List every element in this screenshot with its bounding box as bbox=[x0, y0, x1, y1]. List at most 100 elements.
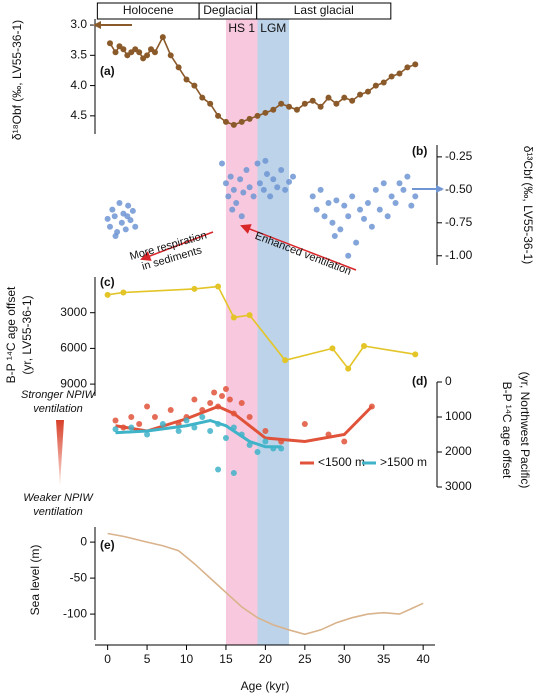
data-point bbox=[246, 414, 253, 420]
data-point bbox=[412, 193, 419, 200]
data-point bbox=[233, 200, 240, 207]
data-point bbox=[191, 424, 198, 431]
data-point bbox=[122, 226, 129, 233]
data-point bbox=[151, 49, 158, 56]
period-band bbox=[225, 18, 258, 645]
data-point bbox=[109, 206, 116, 213]
y-tick-label: 2000 bbox=[445, 444, 472, 458]
data-point bbox=[222, 435, 229, 441]
data-point bbox=[243, 167, 250, 174]
plots: Holocene Deglacial Last glacial 3.0 3.5 4.0 4.… bbox=[4, 2, 535, 693]
data-point bbox=[392, 200, 399, 207]
data-point bbox=[388, 193, 395, 200]
data-point bbox=[132, 223, 139, 230]
y-tick-label: -50 bbox=[70, 570, 88, 584]
data-point bbox=[341, 202, 348, 209]
data-point bbox=[372, 82, 379, 89]
data-point bbox=[175, 64, 182, 71]
data-line bbox=[115, 404, 373, 444]
data-point bbox=[125, 202, 132, 209]
data-point bbox=[250, 193, 257, 200]
data-point bbox=[112, 417, 119, 424]
period-label: Last glacial bbox=[294, 3, 354, 17]
data-point bbox=[309, 97, 316, 104]
data-point bbox=[159, 421, 166, 427]
data-point bbox=[222, 386, 229, 392]
data-point bbox=[136, 49, 143, 56]
data-point bbox=[372, 186, 379, 193]
data-point bbox=[408, 202, 415, 209]
y-tick-label: -1.00 bbox=[445, 248, 473, 262]
data-point bbox=[191, 82, 198, 89]
y-tick-label: 9000 bbox=[60, 376, 87, 390]
data-point bbox=[215, 112, 222, 119]
data-point bbox=[263, 171, 270, 178]
data-point bbox=[274, 184, 281, 191]
data-point bbox=[380, 180, 387, 187]
data-point bbox=[364, 200, 371, 207]
data-point bbox=[317, 186, 324, 193]
data-point bbox=[345, 213, 352, 220]
data-point bbox=[313, 206, 320, 213]
data-point bbox=[345, 252, 352, 259]
data-point bbox=[278, 167, 285, 174]
data-point bbox=[282, 186, 289, 193]
data-point bbox=[309, 193, 316, 200]
data-point bbox=[211, 389, 218, 396]
arrow bbox=[436, 185, 444, 193]
data-point bbox=[159, 34, 166, 41]
y-axis-title: δ¹⁸Obf (‰, LV55-36-1) bbox=[10, 20, 24, 140]
y-axis-title: Sea level (m) bbox=[28, 545, 42, 616]
data-point bbox=[151, 414, 158, 420]
data-point bbox=[290, 173, 297, 180]
data-point bbox=[282, 357, 289, 364]
data-point bbox=[364, 88, 371, 95]
data-point bbox=[286, 178, 293, 185]
x-tick-label: 20 bbox=[259, 652, 273, 666]
data-point bbox=[341, 438, 348, 445]
data-point bbox=[199, 94, 206, 101]
x-tick-label: 10 bbox=[180, 652, 194, 666]
y-tick-label: 3.5 bbox=[70, 47, 87, 61]
data-point bbox=[329, 345, 336, 352]
data-point bbox=[331, 232, 338, 239]
data-point bbox=[349, 193, 356, 200]
data-point bbox=[325, 94, 332, 101]
y-axis-title: (yr, Northwest Pacific) bbox=[518, 372, 532, 489]
arrow bbox=[140, 231, 214, 261]
y-tick-label: 0 bbox=[445, 374, 452, 388]
data-point bbox=[293, 106, 300, 113]
data-point bbox=[345, 365, 352, 372]
y-axis-title: B-P ¹⁴C age offset bbox=[500, 382, 514, 479]
data-point bbox=[106, 40, 113, 47]
y-tick-label: -100 bbox=[63, 606, 87, 620]
data-point bbox=[207, 100, 214, 107]
data-point bbox=[104, 215, 111, 222]
data-point bbox=[230, 470, 237, 476]
arrow bbox=[93, 21, 101, 29]
x-tick-label: 30 bbox=[338, 652, 352, 666]
data-point bbox=[191, 285, 198, 292]
data-point bbox=[225, 193, 232, 200]
data-line bbox=[115, 418, 282, 449]
data-point bbox=[136, 421, 143, 427]
y-tick-label: 3000 bbox=[445, 479, 472, 493]
data-point bbox=[230, 314, 237, 321]
data-point bbox=[384, 213, 391, 220]
data-point bbox=[199, 414, 206, 420]
y-tick-label: -0.75 bbox=[445, 215, 473, 229]
annotation: ventilation bbox=[33, 403, 83, 415]
data-point bbox=[222, 180, 229, 187]
period-box bbox=[256, 2, 392, 20]
data-point bbox=[317, 103, 324, 110]
x-tick-label: 15 bbox=[219, 652, 233, 666]
data-point bbox=[106, 223, 113, 230]
data-point bbox=[368, 223, 375, 230]
data-point bbox=[112, 426, 119, 433]
data-point bbox=[246, 184, 253, 191]
data-point bbox=[144, 52, 151, 59]
period-label: Deglacial bbox=[203, 3, 252, 17]
annotation: ventilation bbox=[33, 506, 83, 518]
data-point bbox=[215, 283, 222, 290]
